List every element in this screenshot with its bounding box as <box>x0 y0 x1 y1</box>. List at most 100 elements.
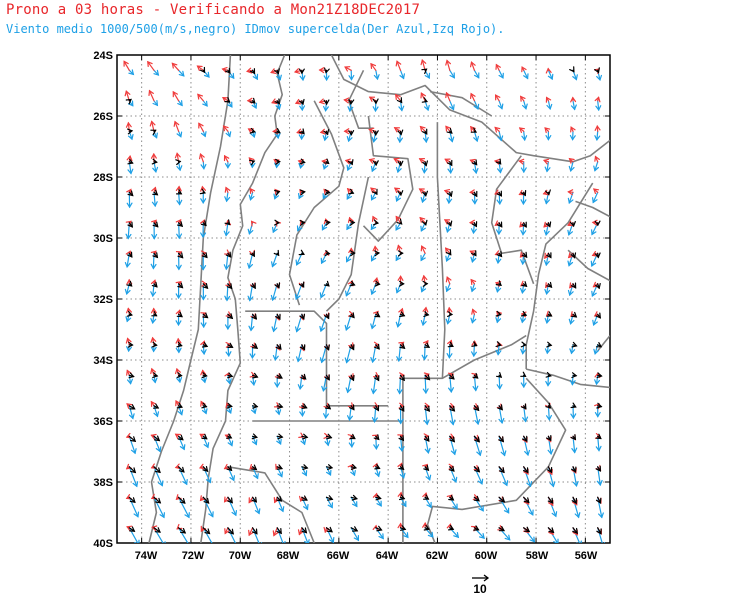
mean-wind-vector <box>325 403 332 410</box>
mean-wind-vector <box>199 188 206 195</box>
mean-wind-vector <box>375 525 383 532</box>
left-mover-vector-shaft <box>248 527 254 536</box>
right-mover-vector-head <box>298 134 305 141</box>
right-mover-vector-head <box>502 480 509 487</box>
left-mover-vector <box>150 336 157 346</box>
right-mover-vector-head <box>544 317 551 324</box>
right-mover-vector <box>473 100 480 110</box>
mean-wind-vector-head <box>352 526 359 532</box>
left-mover-vector-head <box>393 157 400 164</box>
mean-wind-vector <box>423 464 430 471</box>
right-mover-vector-head <box>271 261 277 268</box>
mean-wind-vector-head <box>274 282 281 289</box>
right-mover-vector-head <box>125 316 132 323</box>
right-mover-vector-head <box>497 135 504 142</box>
left-mover-vector-head <box>543 158 550 165</box>
mean-wind-vector <box>571 341 578 348</box>
mean-wind-vector <box>347 159 354 166</box>
mean-wind-vector-head <box>326 433 333 440</box>
mean-wind-vector-head <box>349 219 356 226</box>
right-mover-vector-head <box>238 542 239 543</box>
right-mover-vector-head <box>470 317 477 324</box>
right-mover-vector-head <box>211 544 215 549</box>
right-mover-vector-shaft <box>153 466 163 487</box>
mean-wind-vector <box>348 130 355 136</box>
right-mover-vector-head <box>567 260 574 267</box>
right-mover-vector-shaft <box>546 161 550 172</box>
mean-wind-vector-head <box>595 433 602 440</box>
left-mover-vector-head <box>224 186 231 193</box>
right-mover-vector-head <box>203 442 210 449</box>
mean-wind-vector-head <box>570 434 577 441</box>
right-mover-vector-head <box>247 228 254 235</box>
left-mover-vector <box>418 188 426 194</box>
right-mover-vector-head <box>322 193 328 200</box>
right-mover-vector-head <box>176 131 183 138</box>
right-mover-vector-head <box>450 449 457 456</box>
mean-wind-vector-head <box>499 496 506 503</box>
mean-wind-vector <box>498 435 505 443</box>
mean-wind-vector <box>521 251 528 259</box>
right-mover-vector-head <box>152 99 159 107</box>
mean-wind-vector-head <box>298 68 305 75</box>
left-mover-vector <box>323 526 330 534</box>
left-mover-vector <box>567 189 574 196</box>
right-mover-vector-head <box>474 419 481 426</box>
left-mover-vector-head <box>174 433 181 440</box>
right-mover-vector-shaft <box>597 527 603 543</box>
mean-wind-vector-head <box>521 435 528 442</box>
left-mover-vector <box>171 62 180 71</box>
right-mover-vector-shaft <box>547 466 555 487</box>
right-mover-vector-head <box>396 388 403 395</box>
right-mover-vector-head <box>152 132 158 139</box>
mean-wind-vector <box>473 495 480 502</box>
right-mover-vector <box>200 161 207 170</box>
mean-wind-vector-head <box>496 221 503 228</box>
mean-wind-vector-head <box>447 190 453 198</box>
right-mover-vector-head <box>159 512 165 519</box>
right-mover-vector-shaft <box>547 69 553 80</box>
mean-wind-vector-head <box>127 158 134 165</box>
left-mover-vector-head <box>124 90 131 97</box>
left-mover-vector-head <box>567 220 574 227</box>
left-mover-vector-shaft <box>152 337 155 346</box>
right-mover-vector-head <box>319 325 326 333</box>
right-mover-vector <box>325 466 332 476</box>
right-mover-vector <box>153 405 160 418</box>
mean-wind-vector <box>523 496 530 504</box>
right-mover-vector-head <box>396 356 403 363</box>
mean-wind-vector-head <box>277 403 284 409</box>
right-mover-vector-head <box>446 353 453 359</box>
mean-wind-vector <box>521 281 528 287</box>
mean-wind-vector <box>324 374 330 381</box>
mean-wind-vector-head <box>571 497 578 505</box>
mean-wind-vector-head <box>398 435 405 442</box>
mean-wind-vector-head <box>546 467 553 474</box>
right-mover-vector-head <box>520 199 527 206</box>
right-mover-vector-head <box>277 471 283 478</box>
left-mover-vector-head <box>544 252 550 259</box>
right-mover-vector-head <box>227 440 234 447</box>
right-mover-vector-head <box>295 259 302 266</box>
mean-wind-vector-head <box>180 527 187 534</box>
right-mover-vector <box>470 313 477 324</box>
right-mover-vector-shaft <box>128 374 132 385</box>
right-mover-vector <box>202 527 215 549</box>
left-mover-vector <box>200 525 207 533</box>
right-mover-vector <box>227 527 239 543</box>
right-mover-vector-shaft <box>449 466 457 483</box>
right-mover-vector <box>252 527 263 543</box>
right-mover-vector-head <box>370 288 377 296</box>
right-mover-vector-head <box>200 349 207 356</box>
left-mover-vector <box>495 63 501 71</box>
mean-wind-vector <box>201 342 209 348</box>
right-mover-vector-head <box>225 378 232 385</box>
right-mover-vector-shaft <box>597 496 603 519</box>
mean-wind-vector-head <box>301 527 308 534</box>
right-mover-vector-head <box>596 479 603 487</box>
mean-wind-vector-head <box>471 221 478 228</box>
right-mover-vector-head <box>126 346 132 353</box>
right-mover-vector-shaft <box>128 496 139 518</box>
mean-wind-vector <box>176 189 183 195</box>
lon-label-72w: 72W <box>182 550 205 562</box>
